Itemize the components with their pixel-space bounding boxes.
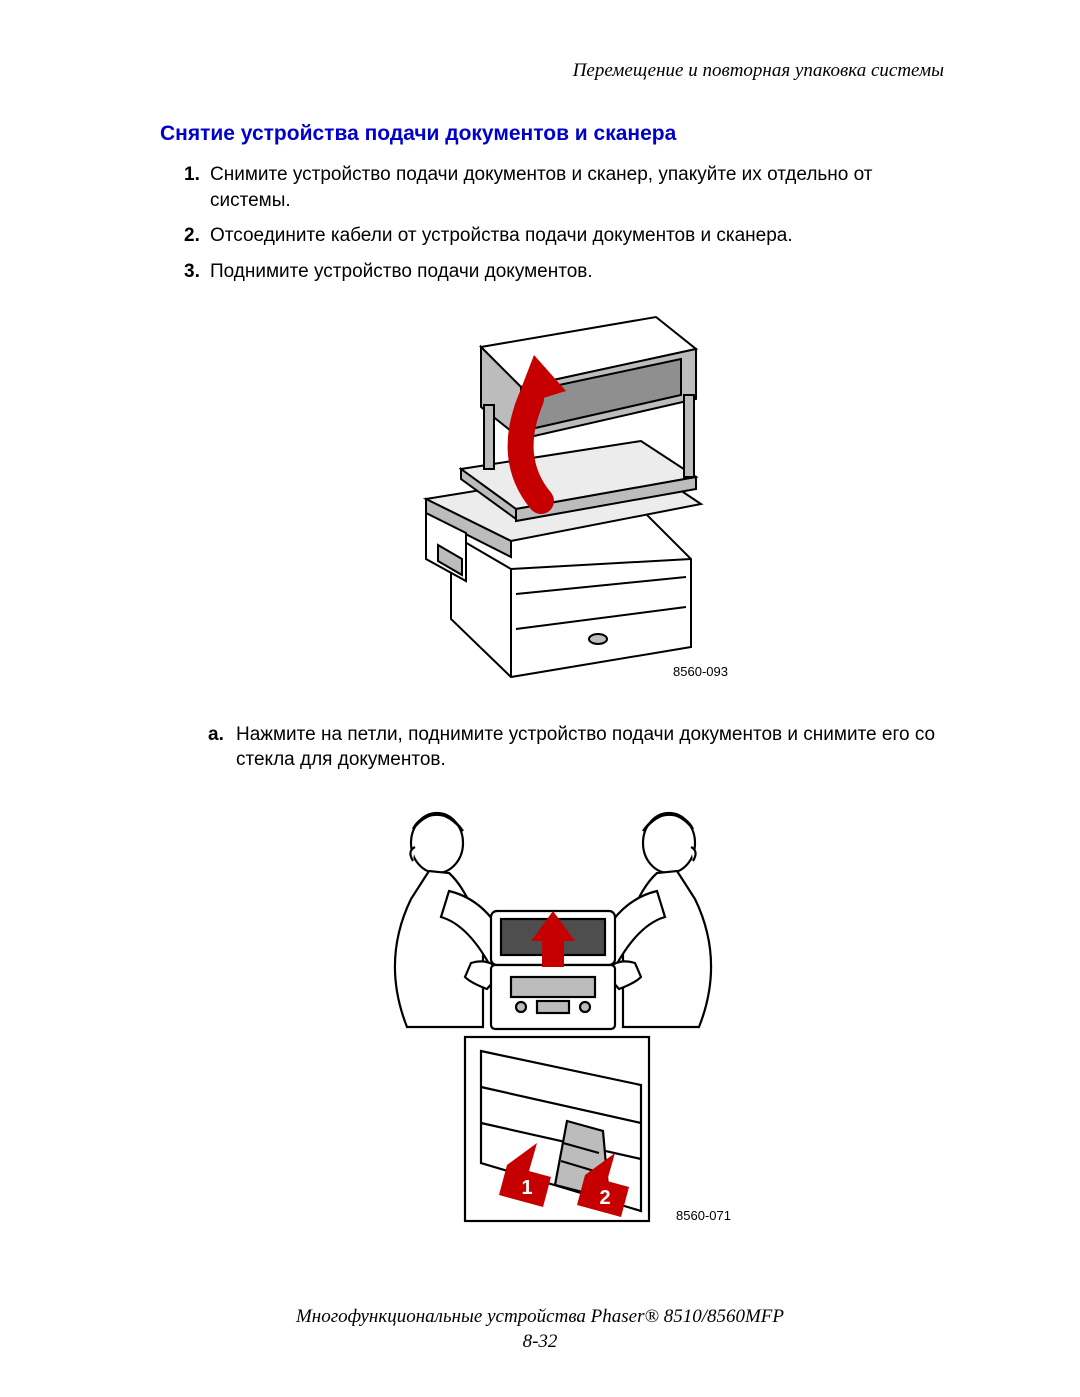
two-people-lift-diagram-icon: 1 2 <box>341 791 771 1241</box>
footer-product: Многофункциональные устройства Phaser® 8… <box>0 1304 1080 1330</box>
step-marker: 3. <box>184 259 210 285</box>
step-item: 3. Поднимите устройство подачи документо… <box>184 259 952 285</box>
step-text: Снимите устройство подачи документов и с… <box>210 162 952 213</box>
footer-page-number: 8-32 <box>0 1329 1080 1355</box>
figure-two-people-lift: 1 2 8560-071 <box>160 791 952 1246</box>
numbered-steps: 1. Снимите устройство подачи документов … <box>160 162 952 285</box>
running-header: Перемещение и повторная упаковка системы <box>160 60 952 82</box>
step-text: Поднимите устройство подачи документов. <box>210 259 952 285</box>
step-marker: 1. <box>184 162 210 213</box>
figure-printer-lid: 8560-093 <box>160 309 952 684</box>
printer-lid-diagram-icon <box>366 309 746 679</box>
substep-marker: a. <box>208 722 236 773</box>
lettered-substeps: a. Нажмите на петли, поднимите устройств… <box>160 722 952 773</box>
figure-caption: 8560-071 <box>676 1208 731 1223</box>
substep-item: a. Нажмите на петли, поднимите устройств… <box>208 722 952 773</box>
substep-text: Нажмите на петли, поднимите устройство п… <box>236 722 952 773</box>
figure-caption: 8560-093 <box>673 664 728 679</box>
svg-text:2: 2 <box>599 1187 610 1209</box>
step-text: Отсоедините кабели от устройства подачи … <box>210 223 952 249</box>
step-item: 2. Отсоедините кабели от устройства пода… <box>184 223 952 249</box>
svg-text:1: 1 <box>521 1177 532 1199</box>
section-heading: Снятие устройства подачи документов и ск… <box>160 122 952 146</box>
page-footer: Многофункциональные устройства Phaser® 8… <box>0 1304 1080 1355</box>
step-marker: 2. <box>184 223 210 249</box>
step-item: 1. Снимите устройство подачи документов … <box>184 162 952 213</box>
